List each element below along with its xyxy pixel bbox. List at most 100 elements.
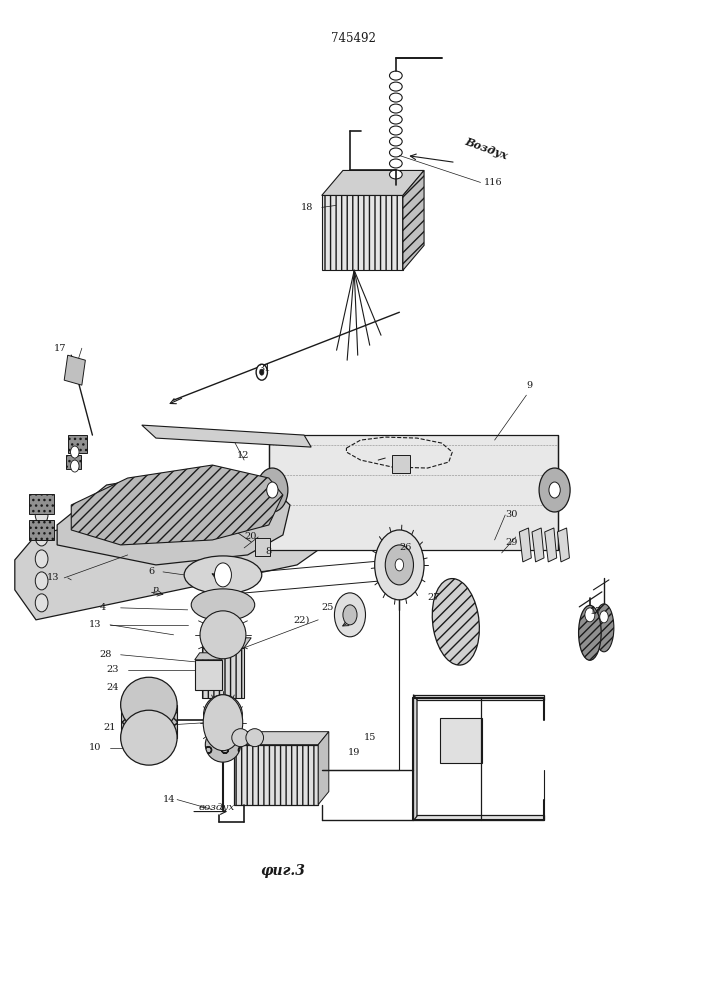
Text: 17: 17 [590,607,602,616]
Ellipse shape [390,148,402,157]
Ellipse shape [390,93,402,102]
Circle shape [385,545,414,585]
Ellipse shape [390,71,402,80]
Text: 9: 9 [527,381,532,390]
Ellipse shape [205,727,240,762]
Circle shape [395,559,404,571]
Bar [194,660,221,690]
Circle shape [343,605,357,625]
Polygon shape [71,465,283,545]
Ellipse shape [232,729,250,747]
Polygon shape [532,528,544,562]
Polygon shape [414,695,544,700]
Text: 31: 31 [258,364,271,373]
Ellipse shape [204,695,243,735]
Polygon shape [414,815,544,820]
Ellipse shape [390,159,402,168]
Text: 24: 24 [107,683,119,692]
Bar [233,745,318,805]
Circle shape [257,468,288,512]
Polygon shape [15,475,325,620]
Polygon shape [520,528,532,562]
Bar [68,435,88,453]
Polygon shape [142,425,311,447]
Ellipse shape [432,579,479,665]
Ellipse shape [594,604,614,652]
Circle shape [259,369,264,375]
Text: 14: 14 [163,795,175,804]
Polygon shape [57,470,290,565]
Text: 30: 30 [506,510,518,519]
Polygon shape [414,695,417,820]
Circle shape [35,594,48,612]
Ellipse shape [390,82,402,91]
Polygon shape [403,170,424,270]
Circle shape [203,695,243,751]
Ellipse shape [390,170,402,179]
Polygon shape [64,355,86,385]
Bar [66,455,81,469]
Text: 28: 28 [100,650,112,659]
Circle shape [375,530,424,600]
Ellipse shape [121,710,177,765]
Text: 27: 27 [428,593,440,602]
Ellipse shape [578,605,601,660]
Text: 22): 22) [293,615,310,624]
Bar [29,520,54,540]
Text: 6: 6 [149,567,155,576]
Circle shape [35,528,48,546]
Polygon shape [201,638,251,648]
Ellipse shape [390,137,402,146]
Bar [201,648,244,698]
Text: 116: 116 [484,178,503,187]
Circle shape [71,446,79,458]
Text: 15: 15 [364,733,376,742]
Polygon shape [121,705,177,738]
Polygon shape [318,732,329,805]
Circle shape [35,550,48,568]
Circle shape [549,482,560,498]
Circle shape [585,608,595,622]
Polygon shape [269,435,558,550]
Ellipse shape [246,729,264,747]
Ellipse shape [184,556,262,594]
Circle shape [71,460,79,472]
Text: 18: 18 [300,203,313,212]
Polygon shape [322,195,403,270]
Text: 8: 8 [265,547,271,556]
Polygon shape [233,732,329,745]
Text: 13: 13 [89,620,101,629]
Circle shape [539,468,570,512]
Ellipse shape [390,104,402,113]
Text: 17: 17 [54,344,66,353]
Bar [440,718,482,763]
Bar [255,538,270,556]
Polygon shape [544,528,556,562]
Polygon shape [557,528,569,562]
Circle shape [267,482,278,498]
Text: 29: 29 [506,538,518,547]
Text: 23: 23 [107,665,119,674]
Polygon shape [194,653,226,660]
Circle shape [35,506,48,524]
Text: 12: 12 [237,451,250,460]
Bar [29,494,54,514]
Text: φиг.3: φиг.3 [260,864,305,878]
Text: 10: 10 [89,743,101,752]
Circle shape [256,364,267,380]
Text: 20: 20 [244,532,257,541]
Text: 4: 4 [100,603,106,612]
Text: 21: 21 [103,723,115,732]
Ellipse shape [200,611,246,659]
Ellipse shape [121,677,177,732]
Text: 745492: 745492 [331,32,376,45]
Text: воздух: воздух [198,803,235,812]
Text: p: p [153,585,158,594]
Ellipse shape [191,589,255,621]
Text: Воздух: Воздух [463,136,509,161]
Circle shape [334,593,366,637]
Circle shape [35,572,48,590]
Circle shape [214,563,231,587]
Text: 13: 13 [47,573,59,582]
Circle shape [600,611,608,623]
